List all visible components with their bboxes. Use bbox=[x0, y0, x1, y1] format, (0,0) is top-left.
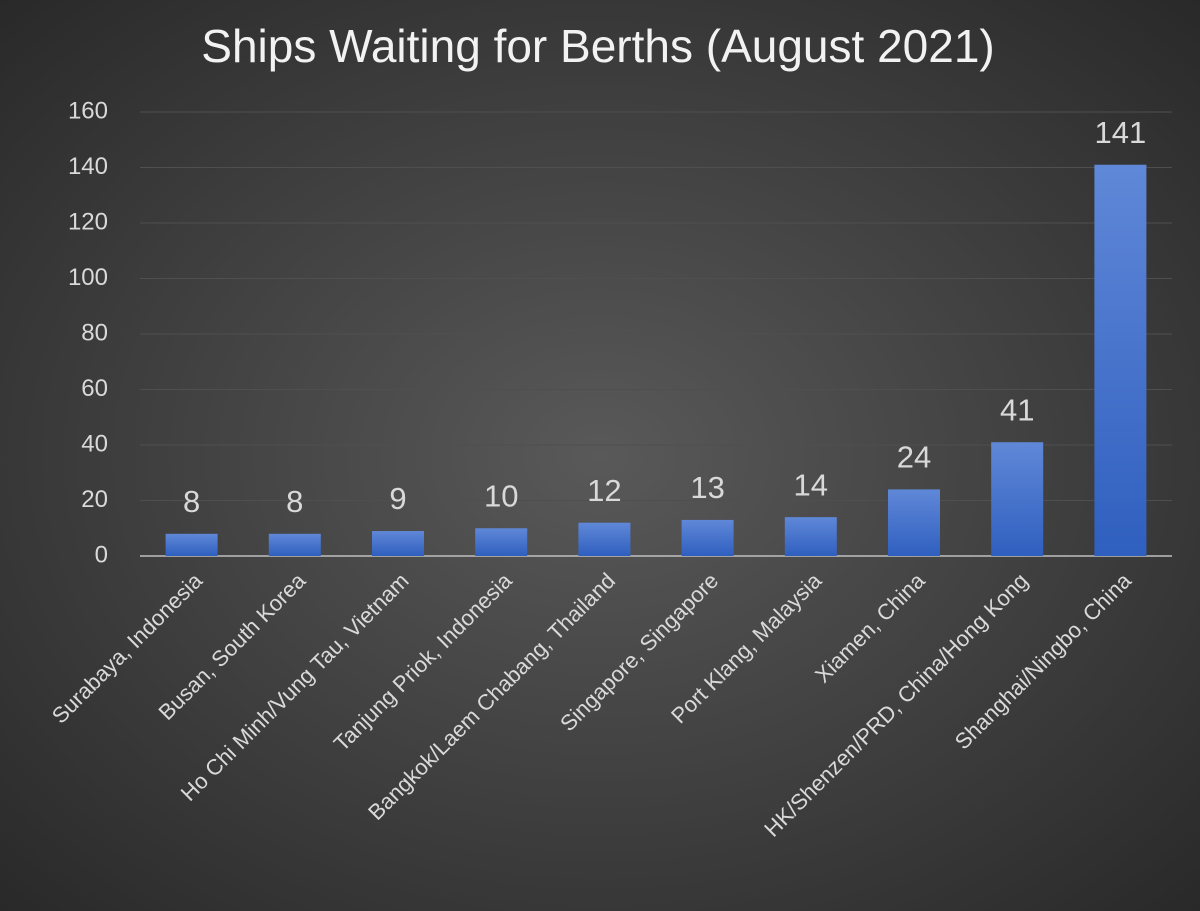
data-label: 8 bbox=[183, 484, 200, 519]
data-label: 141 bbox=[1095, 115, 1147, 150]
y-tick-label: 60 bbox=[81, 375, 108, 402]
data-label: 13 bbox=[690, 470, 724, 505]
y-tick-label: 20 bbox=[81, 486, 108, 513]
data-label: 14 bbox=[794, 467, 828, 502]
data-label: 12 bbox=[587, 473, 621, 508]
bar bbox=[784, 517, 837, 556]
bar bbox=[991, 442, 1044, 556]
y-tick-label: 160 bbox=[68, 97, 108, 124]
y-tick-label: 40 bbox=[81, 430, 108, 457]
data-label: 8 bbox=[286, 484, 303, 519]
bar bbox=[165, 533, 218, 556]
data-label: 9 bbox=[389, 481, 406, 516]
data-label: 24 bbox=[897, 440, 931, 475]
bar bbox=[475, 528, 528, 556]
y-tick-label: 80 bbox=[81, 319, 108, 346]
y-tick-label: 120 bbox=[68, 208, 108, 235]
bar bbox=[372, 531, 424, 556]
y-tick-label: 140 bbox=[68, 153, 108, 180]
data-label: 41 bbox=[1000, 392, 1034, 427]
data-label: 10 bbox=[484, 478, 518, 513]
y-tick-label: 0 bbox=[95, 541, 108, 568]
bar bbox=[681, 519, 734, 556]
bar bbox=[578, 522, 631, 556]
bar bbox=[888, 489, 940, 556]
chart-title: Ships Waiting for Berths (August 2021) bbox=[201, 20, 994, 72]
bar bbox=[1094, 164, 1147, 556]
bar bbox=[268, 533, 321, 556]
y-tick-label: 100 bbox=[68, 264, 108, 291]
